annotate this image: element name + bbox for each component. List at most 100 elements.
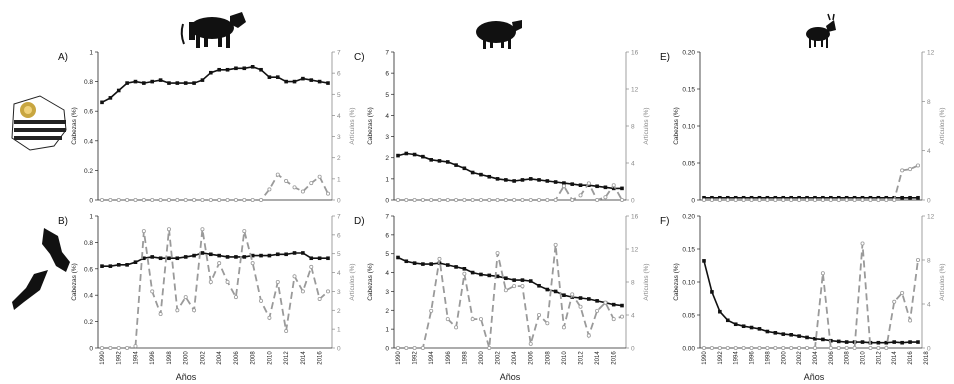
data-point-articles [545,321,550,326]
x-tick-label: 2004 [217,351,223,365]
x-tick-label: 1996 [750,351,756,365]
data-point-heads [183,81,188,85]
data-point-heads [192,253,196,258]
data-point-heads [725,195,730,200]
data-point-articles [292,185,297,190]
x-tick-label: 2002 [496,351,502,365]
data-point-heads [749,195,754,200]
left-tick-label: 6 [385,71,389,78]
data-point-articles [528,197,533,202]
data-point-articles [166,197,171,202]
left-tick-label: 0.10 [682,280,695,287]
x-axis-title-left: Años [176,372,197,382]
data-point-articles [275,279,280,284]
right-tick-label: 16 [631,50,639,57]
data-point-heads [504,276,508,281]
data-point-articles [317,174,322,179]
data-point-articles [141,229,146,234]
data-point-articles [709,345,714,350]
data-point-articles [300,289,305,294]
x-tick-label: 1998 [765,351,771,365]
right-tick-label: 8 [927,258,931,265]
data-point-articles [553,197,558,202]
data-point-heads [781,195,786,200]
data-point-articles [717,197,722,202]
data-point-articles [395,345,400,350]
x-tick-label: 2006 [529,351,535,365]
data-point-heads [765,329,770,334]
data-point-heads [781,332,786,336]
data-point-articles [611,317,616,322]
data-point-articles [537,197,542,202]
data-point-heads [301,76,305,81]
data-point-articles [275,172,280,177]
right-tick-label: 5 [337,92,341,99]
data-point-articles [868,345,873,350]
series-line-heads [397,152,622,190]
x-tick-label: 1994 [429,351,435,365]
data-point-articles [570,197,575,202]
data-point-heads [821,337,825,342]
data-point-heads [284,252,288,257]
left-tick-label: 0 [89,346,93,353]
data-point-heads [275,75,280,79]
data-point-heads [421,262,425,266]
y-left-axis-title: Cabezas (%) [71,263,78,301]
data-point-articles [620,197,625,202]
data-point-articles [208,279,213,284]
data-point-heads [259,253,263,258]
right-tick-label: 4 [337,270,341,277]
panel-label: E) [660,52,670,63]
x-tick-label: 2010 [267,351,273,365]
right-tick-label: 0 [631,198,635,205]
data-point-heads [908,195,912,200]
data-point-articles [860,197,865,202]
right-tick-label: 7 [337,50,341,57]
data-point-heads [520,278,525,282]
data-point-heads [512,179,516,183]
data-point-heads [250,65,255,69]
data-point-articles [404,345,409,350]
data-point-articles [749,345,754,350]
data-point-articles [259,298,264,303]
y-right-axis-title: Artículos (%) [939,107,946,144]
panel-label: A) [58,52,68,63]
x-tick-label: 2016 [908,351,914,365]
x-tick-label: 2010 [861,351,867,365]
data-point-articles [900,168,905,173]
data-point-articles [125,345,130,350]
y-left-axis-title: Cabezas (%) [71,107,78,145]
data-point-heads [326,256,330,261]
data-point-heads [267,75,272,79]
x-tick-label: 2008 [845,351,851,365]
data-point-articles [470,317,475,322]
data-point-heads [100,264,104,268]
right-tick-label: 4 [337,113,341,120]
data-point-articles [325,289,330,294]
data-point-heads [445,160,450,164]
data-point-articles [916,257,921,262]
data-point-articles [309,264,314,269]
series-line-articles [102,173,329,201]
data-point-articles [116,197,121,202]
data-point-heads [412,261,417,265]
data-point-articles [884,197,889,202]
right-tick-label: 4 [927,302,931,309]
data-point-heads [317,79,322,84]
right-tick-label: 8 [631,280,635,287]
data-point-heads [404,151,409,156]
data-point-heads [167,81,171,85]
x-tick-label: 2002 [797,351,803,365]
data-point-articles [495,251,500,256]
data-point-articles [773,197,778,202]
data-point-articles [828,345,833,350]
right-tick-label: 12 [927,214,935,221]
left-tick-label: 0.8 [84,240,93,247]
right-tick-label: 5 [337,251,341,258]
data-point-articles [233,197,238,202]
left-tick-label: 0 [89,198,93,205]
right-tick-label: 2 [337,308,341,315]
series-line-heads [101,65,329,104]
data-point-heads [718,195,722,200]
